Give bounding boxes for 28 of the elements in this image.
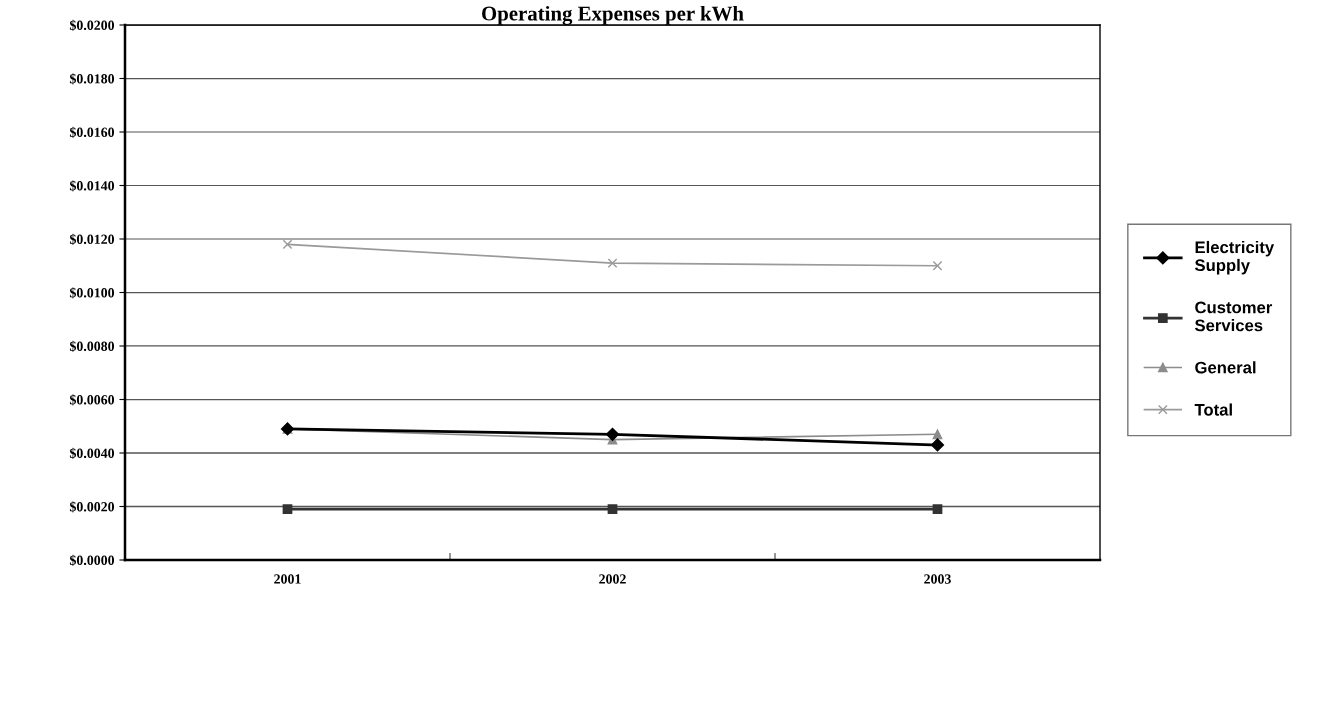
x-tick-label: 2001 (274, 574, 301, 584)
y-tick-label: $0.0180 (69, 73, 115, 85)
legend-label: Total (1194, 403, 1232, 416)
chart-title: Operating Expenses per kWh (482, 5, 744, 25)
x-tick-label: 2003 (924, 574, 951, 584)
y-tick-label: $0.0140 (69, 180, 115, 192)
point (932, 429, 943, 440)
y-tick-label: $0.0020 (69, 501, 115, 513)
point (607, 504, 618, 515)
legend-label: Electricity Supply (1194, 240, 1275, 275)
legend-label: Customer Services (1194, 301, 1273, 332)
point (932, 260, 943, 271)
y-tick-label: $0.0040 (69, 447, 115, 459)
y-tick-label: $0.0100 (69, 287, 115, 299)
y-tick-label: $0.0000 (69, 554, 115, 566)
point (282, 239, 293, 250)
y-tick-label: $0.0080 (69, 340, 115, 352)
x-tick-label: 2002 (599, 574, 626, 584)
point (932, 504, 943, 515)
point (607, 258, 618, 268)
y-tick-label: $0.0200 (69, 19, 115, 31)
point (282, 504, 293, 515)
y-tick-label: $0.0060 (69, 394, 115, 406)
point (930, 438, 945, 452)
legend-label: General (1195, 361, 1256, 374)
y-tick-label: $0.0160 (69, 126, 115, 138)
point (605, 427, 620, 441)
y-tick-label: $0.0120 (69, 233, 115, 245)
